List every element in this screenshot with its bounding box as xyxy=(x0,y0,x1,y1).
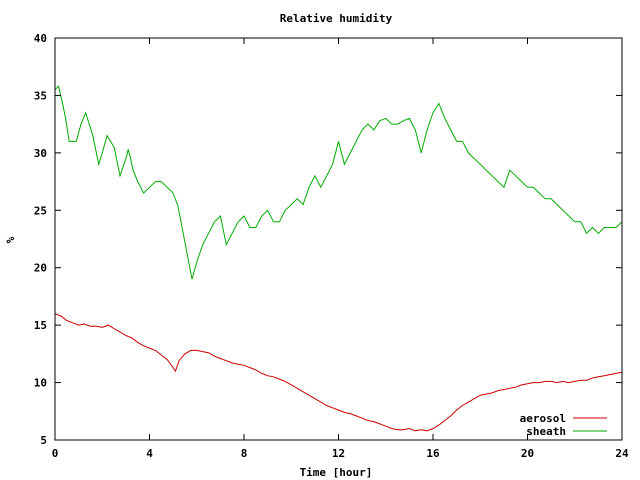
y-tick-label-0: 5 xyxy=(40,434,47,447)
y-tick-label-4: 25 xyxy=(34,204,47,217)
tick-layer: 0 4 8 12 16 20 24 5 10 15 20 25 30 35 40 xyxy=(34,32,629,460)
y-tick-label-6: 35 xyxy=(34,89,47,102)
legend-label-aerosol: aerosol xyxy=(520,412,566,425)
x-tick-label-0: 0 xyxy=(52,447,59,460)
x-tick-label-6: 24 xyxy=(615,447,629,460)
x-axis-title: Time [hour] xyxy=(300,466,373,479)
series-line-aerosol xyxy=(54,313,623,432)
chart-title: Relative humidity xyxy=(280,12,393,25)
y-tick-label-5: 30 xyxy=(34,147,47,160)
y-tick-label-1: 10 xyxy=(34,377,47,390)
x-tick-label-2: 8 xyxy=(241,447,248,460)
x-tick-label-4: 16 xyxy=(426,447,440,460)
series-line-sheath xyxy=(54,85,623,280)
y-tick-label-3: 20 xyxy=(34,262,47,275)
legend-label-sheath: sheath xyxy=(526,425,566,438)
y-tick-label-7: 40 xyxy=(34,32,47,45)
series-layer xyxy=(54,85,623,432)
y-tick-label-2: 15 xyxy=(34,319,47,332)
y-axis-title: % xyxy=(4,236,17,243)
x-tick-label-3: 12 xyxy=(332,447,345,460)
x-tick-label-5: 20 xyxy=(521,447,534,460)
x-tick-label-1: 4 xyxy=(146,447,153,460)
